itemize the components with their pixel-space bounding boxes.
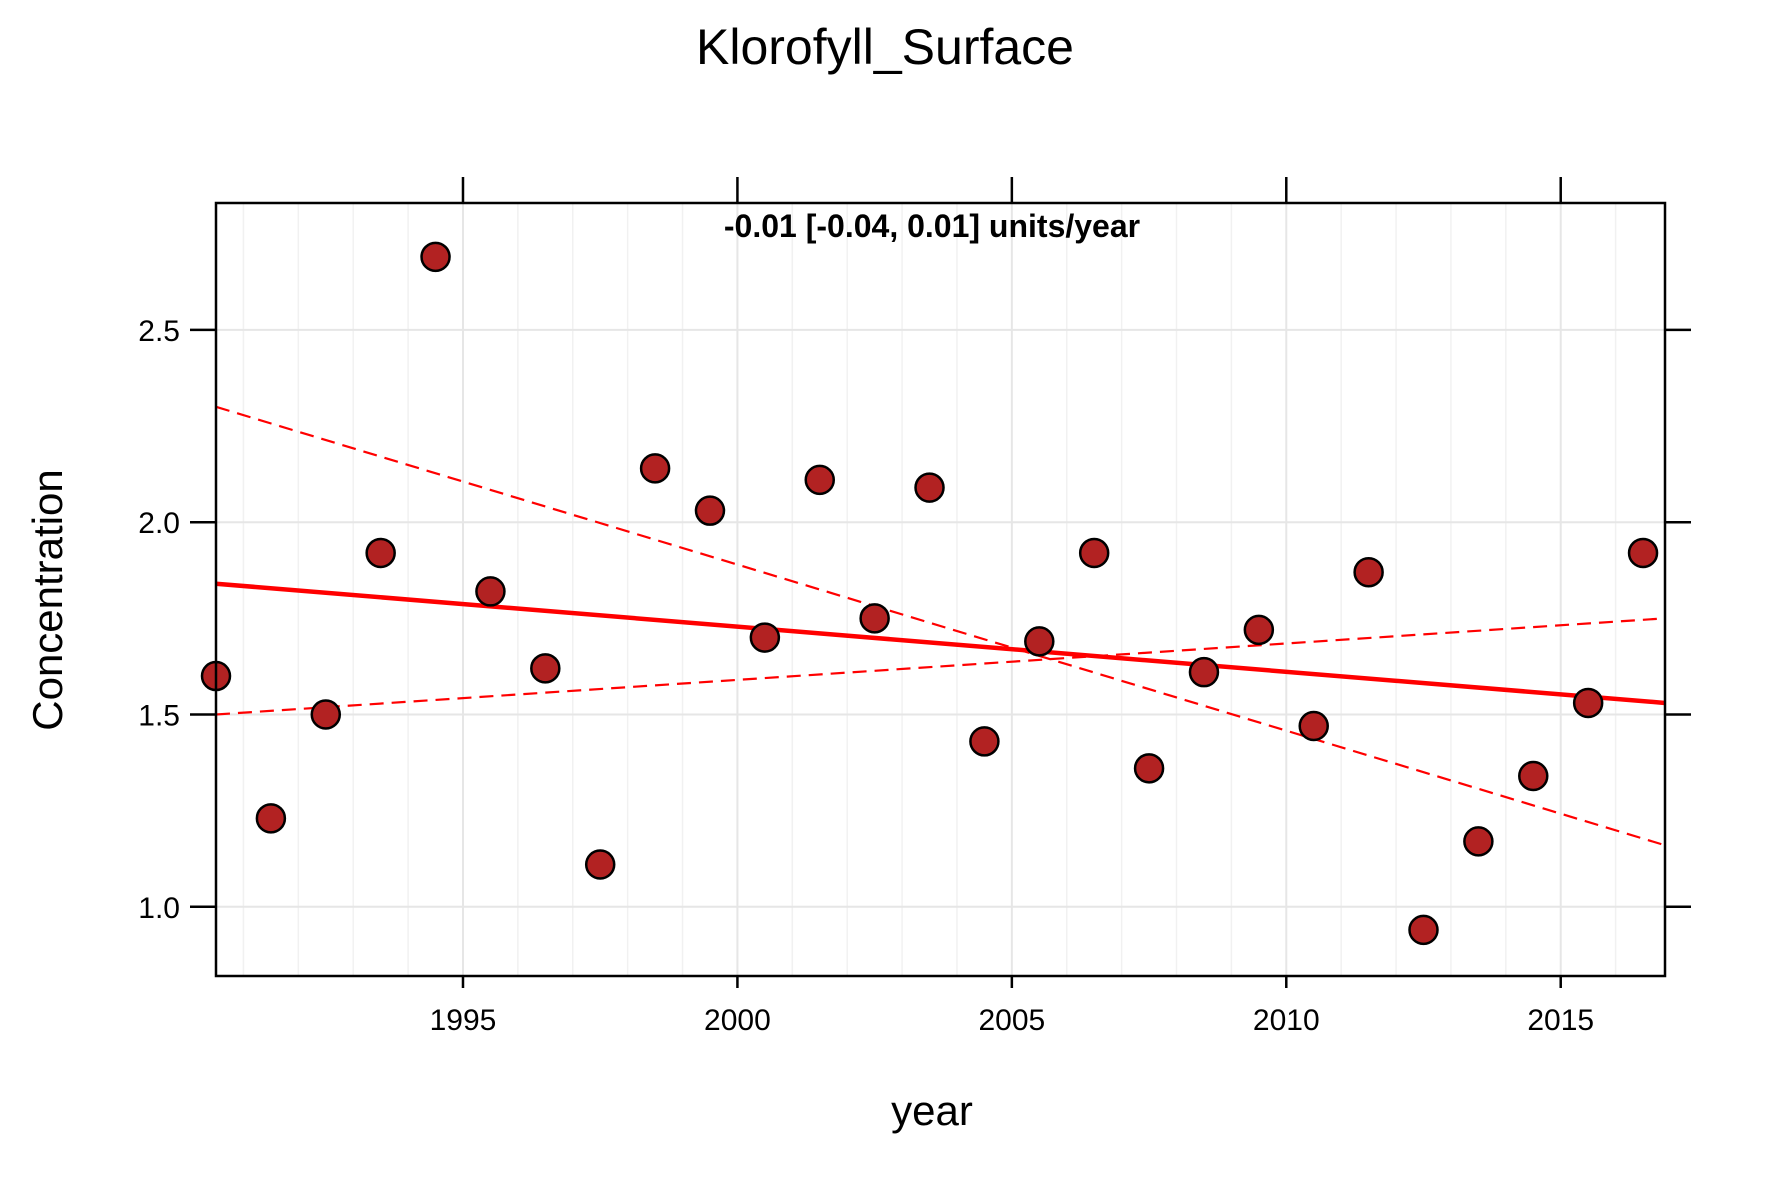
data-point	[694, 495, 726, 526]
y-tick-label: 2.5	[138, 315, 180, 348]
data-point	[310, 699, 342, 730]
data-point	[1353, 556, 1384, 588]
data-point	[1188, 656, 1220, 688]
data-point	[914, 472, 945, 503]
x-tick-label: 2000	[704, 1004, 771, 1037]
ci-lower-line	[215, 617, 1666, 716]
data-point	[639, 453, 671, 484]
ci-upper-line	[215, 405, 1666, 847]
data-point	[1078, 537, 1110, 569]
data-point	[749, 622, 781, 653]
x-tick-label: 2005	[978, 1004, 1045, 1037]
data-point	[1243, 614, 1275, 646]
data-point	[1463, 826, 1494, 857]
data-point	[584, 849, 616, 880]
x-tick-label: 2015	[1527, 1004, 1594, 1037]
axis-ticks: 1995 2000 2005 2010 2015 1.0 1.5 2.0 2.5	[138, 177, 1691, 1037]
data-point	[1518, 760, 1549, 792]
y-axis-title: Concentration	[24, 469, 71, 731]
data-point	[1133, 753, 1165, 784]
data-points	[200, 241, 1659, 946]
data-point	[365, 537, 396, 569]
data-point	[1572, 687, 1604, 719]
data-point	[475, 576, 506, 607]
trend-annotation: -0.01 [-0.04, 0.01] units/year	[724, 208, 1140, 244]
plot-frame	[214, 201, 1667, 978]
y-tick-label: 1.0	[138, 892, 180, 925]
data-point	[530, 653, 561, 684]
data-point	[255, 803, 287, 834]
chart-title: Klorofyll_Surface	[696, 19, 1074, 75]
y-tick-label: 2.0	[138, 507, 180, 540]
trend-line	[215, 581, 1666, 706]
data-point	[859, 603, 890, 634]
trend-lines	[215, 405, 1666, 847]
x-tick-label: 2010	[1253, 1004, 1320, 1037]
data-point	[1627, 537, 1659, 569]
data-point	[969, 726, 1000, 757]
y-tick-label: 1.5	[138, 699, 180, 732]
data-point	[1408, 914, 1439, 946]
data-point	[420, 241, 451, 273]
data-point	[1298, 710, 1329, 742]
data-point	[804, 464, 835, 496]
data-point	[1024, 626, 1055, 657]
gridlines	[216, 203, 1665, 976]
x-axis-title: year	[891, 1087, 973, 1134]
x-tick-label: 1995	[430, 1004, 497, 1037]
